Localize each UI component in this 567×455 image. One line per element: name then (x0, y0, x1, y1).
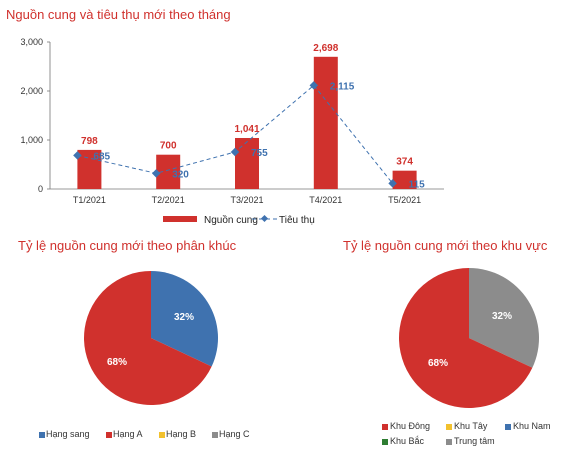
region-pie-slice (469, 268, 539, 368)
pie-segment-title: Tỷ lệ nguồn cung mới theo phân khúc (18, 238, 237, 253)
legend-swatch (39, 432, 45, 438)
tieu-thu-point (73, 151, 82, 160)
legend-label: Hạng B (166, 429, 197, 439)
x-tick-label: T2/2021 (152, 195, 185, 205)
x-tick-label: T3/2021 (230, 195, 263, 205)
legend-label: Khu Đông (390, 421, 431, 431)
legend-swatch (159, 432, 165, 438)
segment-pie-slice (151, 271, 218, 367)
segment-pie-slice-label: 32% (174, 312, 194, 323)
bar-value-label: 798 (81, 136, 98, 147)
legend-label: Hạng C (219, 429, 250, 439)
x-tick-label: T5/2021 (388, 195, 421, 205)
legend-swatch (382, 439, 388, 445)
legend-line-label: Tiêu thụ (279, 215, 315, 226)
legend-label: Khu Bắc (390, 436, 425, 446)
y-tick-label: 1,000 (20, 135, 43, 145)
legend-label: Trung tâm (454, 436, 495, 446)
legend-bar-label: Nguồn cung (204, 214, 258, 226)
region-pie-slice (399, 268, 533, 408)
legend-label: Khu Tây (454, 421, 488, 431)
region-pie-slice-label: 32% (492, 311, 512, 322)
tieu-thu-point (309, 81, 319, 90)
line-value-label: 685 (93, 151, 110, 162)
bar-T4/2021 (313, 56, 338, 189)
pie-region-title: Tỷ lệ nguồn cung mới theo khu vực (343, 238, 548, 253)
tieu-thu-point (388, 179, 397, 188)
legend-swatch (382, 424, 388, 430)
line-value-label: 2,115 (330, 81, 355, 92)
x-tick-label: T4/2021 (309, 195, 342, 205)
legend-swatch (446, 439, 452, 445)
bar-value-label: 374 (396, 157, 413, 168)
y-tick-label: 3,000 (20, 37, 43, 47)
legend-swatch (106, 432, 112, 438)
tieu-thu-point (151, 169, 161, 178)
legend-swatch (505, 424, 511, 430)
legend-label: Hạng A (113, 429, 143, 439)
segment-pie-slice (83, 271, 212, 405)
bar-T3/2021 (235, 137, 259, 189)
y-tick-label: 0 (38, 184, 43, 194)
region-pie-slice-label: 68% (428, 358, 448, 369)
bar-T5/2021 (392, 170, 417, 189)
bar-value-label: 1,041 (234, 124, 259, 135)
line-value-label: 320 (172, 169, 189, 180)
x-tick-label: T1/2021 (73, 195, 106, 205)
legend-label: Hạng sang (46, 429, 90, 439)
line-value-label: 755 (251, 148, 268, 159)
legend-line-marker (260, 214, 269, 223)
legend-swatch (446, 424, 452, 430)
legend-swatch (212, 432, 218, 438)
y-tick-label: 2,000 (20, 86, 43, 96)
line-value-label: 115 (409, 179, 426, 190)
bar-T1/2021 (77, 149, 102, 189)
bar-chart-title: Nguồn cung và tiêu thụ mới theo tháng (6, 7, 231, 22)
bar-value-label: 2,698 (313, 43, 338, 54)
tieu-thu-point (230, 147, 240, 157)
legend-bar-swatch (163, 216, 197, 222)
legend-label: Khu Nam (513, 421, 551, 431)
segment-pie-slice-label: 68% (107, 357, 127, 368)
bar-value-label: 700 (160, 141, 177, 152)
